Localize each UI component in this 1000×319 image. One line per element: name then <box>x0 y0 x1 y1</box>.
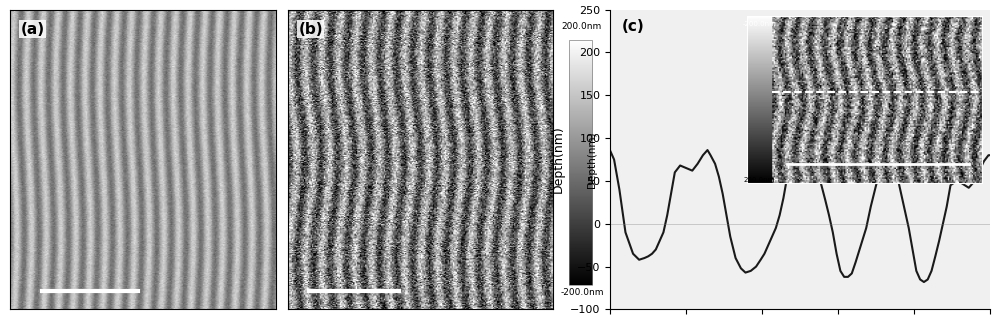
Text: Depth(nm): Depth(nm) <box>587 131 597 188</box>
Text: (b): (b) <box>298 22 323 37</box>
Text: (a): (a) <box>21 22 45 37</box>
Text: (c): (c) <box>622 19 644 33</box>
Y-axis label: Depth(nm): Depth(nm) <box>552 126 565 193</box>
Text: 200.0nm: 200.0nm <box>562 22 602 31</box>
Text: -200.0nm: -200.0nm <box>560 288 604 297</box>
